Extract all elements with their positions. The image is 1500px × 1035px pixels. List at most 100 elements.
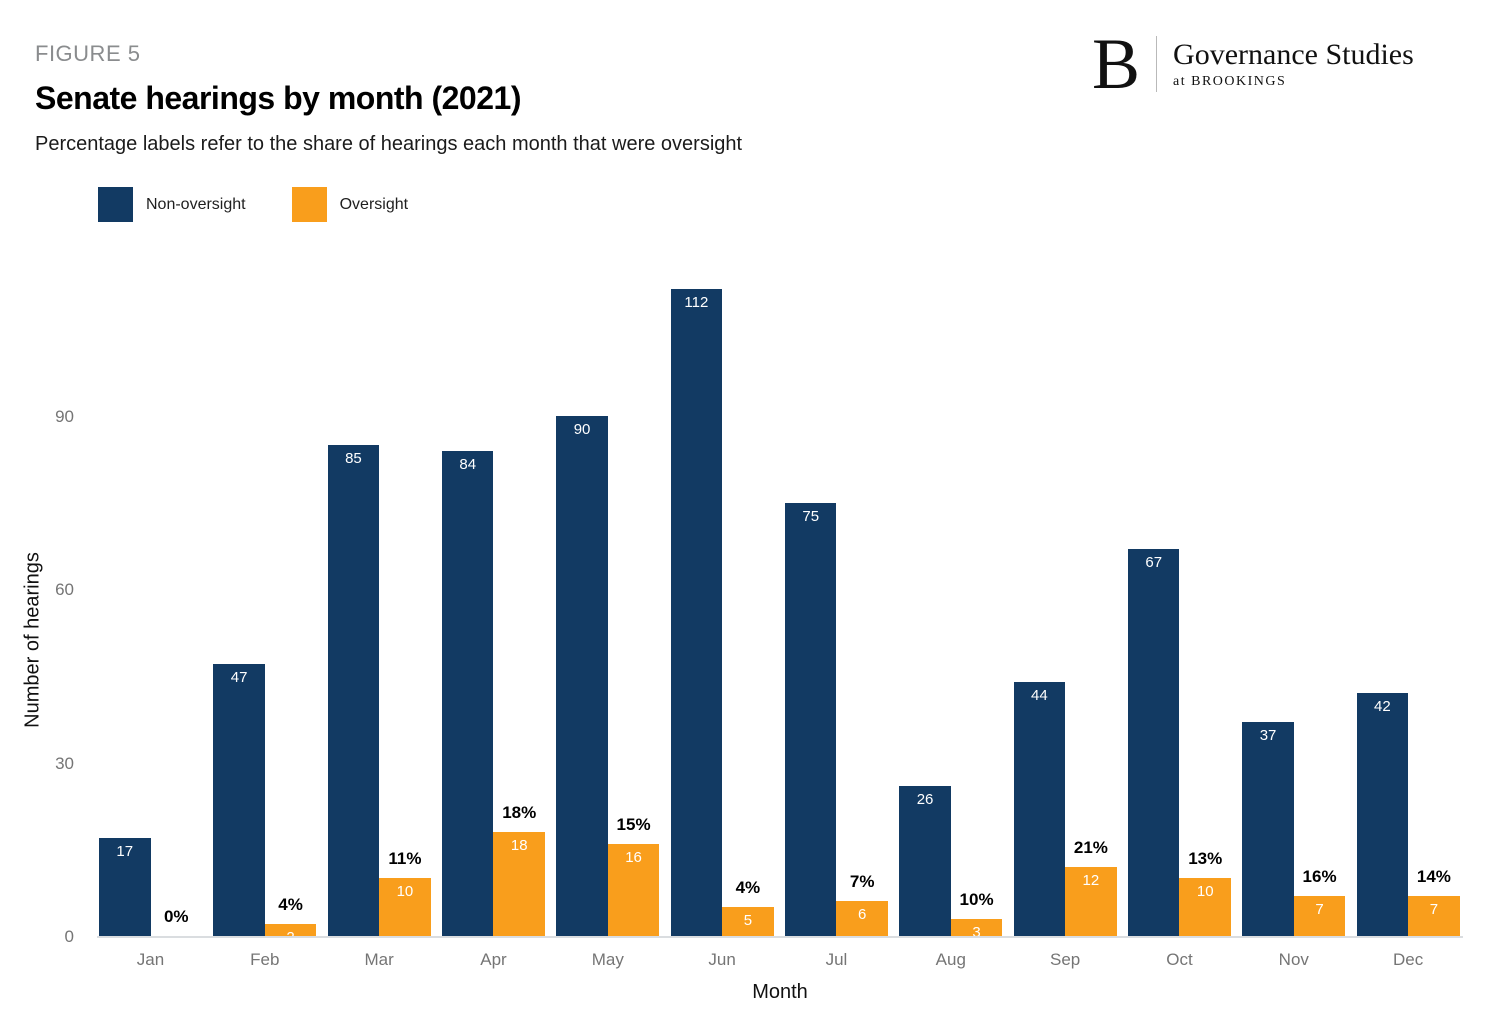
non-oversight-bar-dec: 42 [1356, 693, 1409, 936]
x-tick-label-oct: Oct [1166, 950, 1193, 969]
x-tick-label-jun: Jun [708, 950, 736, 969]
oversight-bar-mar: 10 [379, 878, 431, 936]
y-tick-label: 0 [64, 927, 74, 946]
non-oversight-value-label: 17 [116, 842, 134, 860]
oversight-percent-label: 16% [1302, 866, 1337, 886]
bar-group-feb: 47 2 4% [213, 270, 317, 936]
y-tick-label: 60 [55, 580, 74, 600]
oversight-bar-aug: 3 [950, 918, 1003, 936]
oversight-value-label: 2 [265, 924, 317, 936]
logo-name: Governance Studies [1173, 37, 1414, 71]
legend-label: Oversight [339, 195, 409, 213]
oversight-percent-label: 14% [1416, 866, 1451, 886]
non-oversight-value-label: 112 [684, 293, 709, 311]
brookings-logo: B Governance Studies at BROOKINGS [1092, 28, 1414, 100]
bar-chart-plot-area: 170%4724%851011%841818%901615%11254%7567… [97, 270, 1463, 938]
non-oversight-bar-mar: 85 [327, 444, 380, 936]
non-oversight-value-label: 47 [230, 669, 248, 687]
x-tick-label-aug: Aug [935, 950, 966, 969]
oversight-value-label: 5 [743, 912, 753, 930]
y-axis-title: Number of hearings [21, 552, 44, 728]
oversight-percent-label: 10% [959, 889, 994, 909]
non-oversight-value-label: 90 [573, 421, 591, 438]
legend-swatch-icon [291, 187, 327, 222]
bar-group-sep: 44 12 21% [1013, 270, 1117, 936]
non-oversight-bar-jul: 75 [784, 502, 837, 936]
brookings-b-icon: B [1092, 24, 1141, 104]
x-tick-label-dec: Dec [1393, 950, 1424, 969]
legend-swatch-icon [98, 187, 133, 222]
logo-divider [1156, 36, 1158, 92]
non-oversight-bar-oct: 67 [1127, 548, 1180, 936]
y-tick-label: 90 [55, 407, 74, 426]
oversight-percent-label: 21% [1073, 837, 1108, 857]
oversight-bar-jul: 6 [836, 901, 888, 936]
non-oversight-value-label: 84 [459, 455, 477, 473]
x-tick-label-mar: Mar [364, 950, 394, 969]
chart-legend: Non-oversight Oversight [98, 187, 454, 222]
bar-group-jan: 17 0% [99, 270, 202, 936]
oversight-value-label: 3 [972, 923, 981, 936]
x-tick-label-may: May [591, 950, 624, 969]
oversight-bar-dec: 7 [1408, 895, 1460, 936]
bar-group-aug: 26 3 10% [899, 270, 1003, 936]
oversight-value-label: 6 [858, 906, 867, 924]
oversight-percent-label: 11% [388, 849, 422, 869]
non-oversight-bar-nov: 37 [1242, 722, 1294, 936]
x-tick-label-jan: Jan [136, 950, 165, 969]
x-tick-label-feb: Feb [250, 950, 280, 969]
oversight-value-label: 10 [396, 883, 414, 901]
oversight-value-label: 16 [625, 848, 642, 866]
non-oversight-bar-jun: 112 [670, 288, 723, 936]
non-oversight-value-label: 75 [802, 507, 820, 525]
oversight-bar-feb: 2 [264, 924, 317, 936]
oversight-percent-label: 0% [163, 907, 189, 926]
oversight-bar-sep: 12 [1065, 866, 1117, 936]
x-tick-label-apr: Apr [480, 950, 507, 969]
oversight-bar-may: 16 [607, 843, 660, 936]
non-oversight-bar-jan: 17 [99, 837, 151, 936]
bar-group-jun: 112 5 4% [670, 270, 774, 936]
oversight-bar-apr: 18 [493, 832, 545, 936]
x-tick-label-jul: Jul [825, 950, 848, 969]
x-tick-label-sep: Sep [1050, 950, 1081, 969]
bar-group-mar: 85 10 11% [327, 270, 431, 936]
oversight-value-label: 12 [1082, 871, 1100, 889]
bar-group-dec: 42 7 14% [1356, 270, 1460, 936]
legend-label: Non-oversight [146, 195, 246, 213]
chart-title: Senate hearings by month (2021) [35, 80, 521, 116]
non-oversight-value-label: 85 [345, 449, 362, 467]
bar-group-oct: 67 10 13% [1127, 270, 1231, 936]
non-oversight-bar-may: 90 [556, 416, 608, 936]
oversight-percent-label: 7% [849, 872, 875, 892]
bar-group-nov: 37 7 16% [1242, 270, 1346, 936]
oversight-value-label: 10 [1196, 883, 1214, 901]
bar-group-jul: 75 6 7% [784, 270, 888, 936]
non-oversight-bar-sep: 44 [1013, 681, 1066, 936]
oversight-value-label: 18 [510, 837, 528, 854]
oversight-bar-oct: 10 [1179, 878, 1231, 936]
non-oversight-bar-aug: 26 [899, 785, 951, 936]
oversight-percent-label: 15% [616, 814, 651, 834]
chart-subtitle: Percentage labels refer to the share of … [35, 133, 743, 155]
y-tick-label: 30 [55, 753, 74, 773]
x-axis-title: Month [752, 981, 808, 1003]
oversight-value-label: 7 [1429, 900, 1439, 918]
non-oversight-value-label: 37 [1259, 727, 1277, 745]
legend-item-non-oversight: Non-oversight [98, 187, 292, 222]
legend-item-oversight: Oversight [291, 187, 454, 222]
non-oversight-bar-feb: 47 [213, 664, 265, 936]
logo-subname: at BROOKINGS [1173, 73, 1287, 89]
oversight-percent-label: 18% [502, 803, 537, 822]
oversight-bar-nov: 7 [1293, 895, 1346, 936]
oversight-bar-jun: 5 [722, 907, 774, 936]
oversight-percent-label: 4% [735, 878, 761, 898]
oversight-value-label: 7 [1315, 900, 1324, 918]
bar-group-apr: 84 18 18% [441, 270, 545, 936]
oversight-percent-label: 13% [1188, 849, 1223, 869]
x-tick-label-nov: Nov [1278, 950, 1309, 969]
non-oversight-value-label: 67 [1145, 553, 1163, 571]
non-oversight-bar-apr: 84 [441, 450, 494, 936]
non-oversight-value-label: 26 [916, 790, 934, 808]
